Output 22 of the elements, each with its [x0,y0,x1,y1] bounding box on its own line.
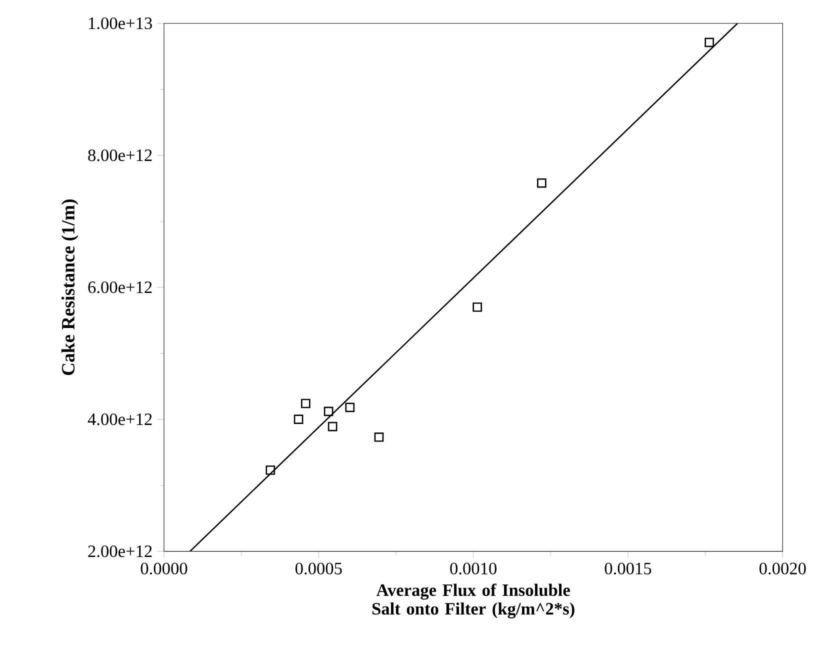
point [294,414,304,424]
y-tick-label: 4.00e+12 [88,413,152,426]
y-tick-label: 1.00e+13 [89,17,152,30]
point [537,178,546,188]
x-tick-label: 0.0010 [450,562,497,574]
point [301,398,310,408]
point [374,432,384,442]
x-tick-label: 0.0015 [604,562,652,574]
point [324,406,334,416]
x-axis-title: Average Flux of Insoluble Salt onto Filter (kg/m^2*s) [372,584,574,618]
y-tick-label: 8.00e+12 [88,149,152,162]
x-tick-label: 0.0005 [296,562,342,574]
y-axis-title: Cake Resistance (1/m) [61,200,78,376]
y-tick-label: 6.00e+12 [88,281,152,294]
x-tick-label: 0.0000 [140,562,188,574]
point [345,402,355,412]
point [704,38,714,48]
point [472,302,482,312]
x-tick-label: 0.0020 [759,562,806,574]
point [266,465,276,475]
y-tick-label: 2.00e+12 [88,545,152,558]
point [328,422,338,432]
